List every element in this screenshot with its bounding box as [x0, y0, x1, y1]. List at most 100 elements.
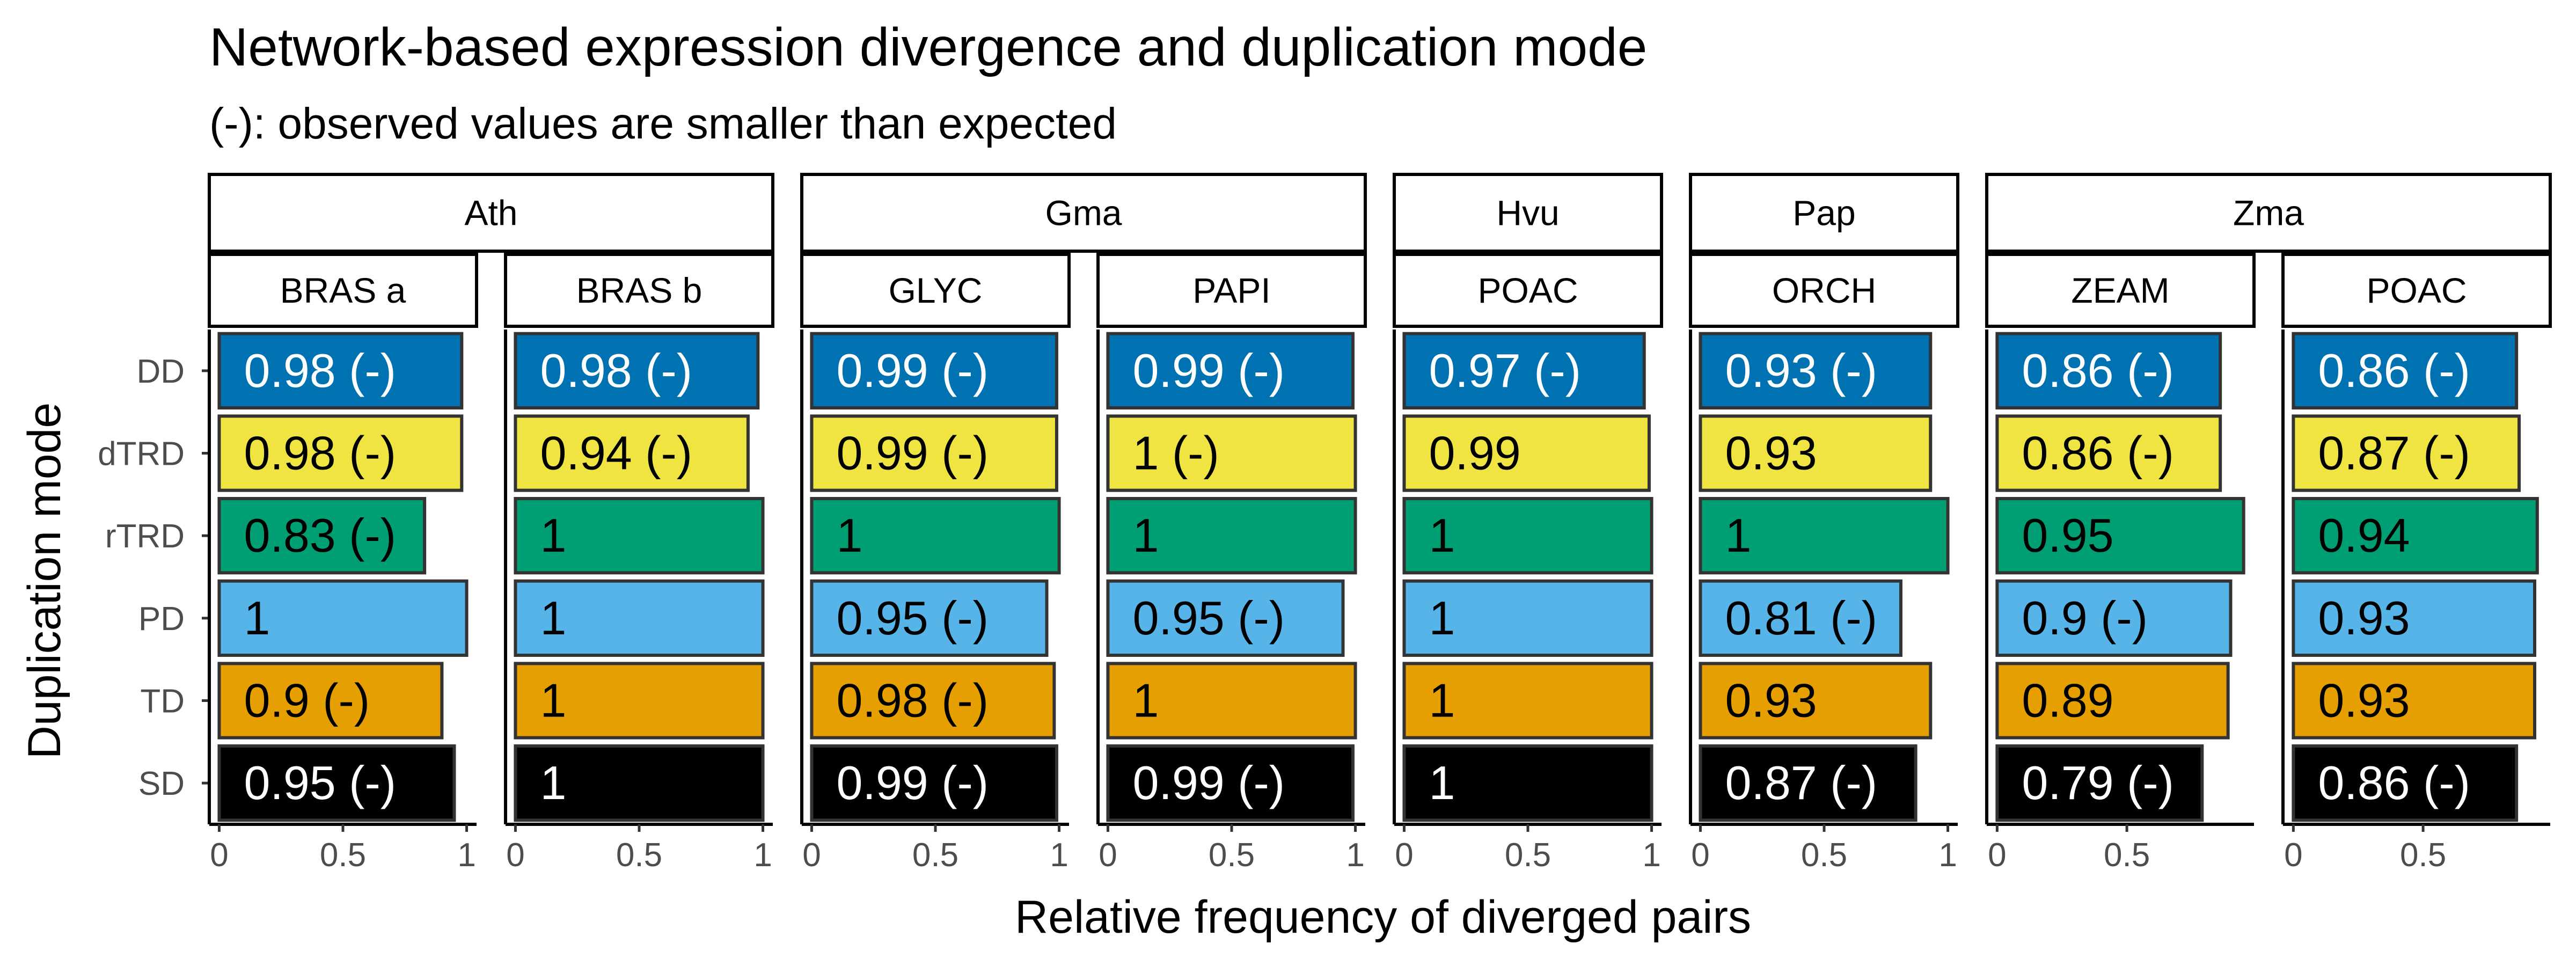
bar	[2292, 332, 2519, 409]
bar-value-label: 0.98 (-)	[836, 674, 989, 727]
species-strip-label: Hvu	[1496, 193, 1559, 233]
species-strip	[800, 173, 1367, 253]
bar-value-label: 0.97 (-)	[1429, 344, 1581, 397]
bar-value-label: 0.93	[1725, 674, 1817, 727]
bar	[810, 662, 1056, 740]
bar	[810, 332, 1058, 409]
bar	[514, 662, 765, 740]
bar-value-label: 1	[540, 756, 566, 809]
bar-value-label: 1	[540, 509, 566, 562]
x-tick-label: 1	[1050, 837, 1068, 874]
x-tick-label: 0.5	[2104, 837, 2150, 874]
bar	[217, 579, 469, 657]
bar	[810, 744, 1058, 822]
bar	[1106, 332, 1355, 409]
bar-value-label: 0.87 (-)	[1725, 756, 1877, 809]
x-tick-label: 0	[2284, 837, 2302, 874]
bar-value-label: 1	[1429, 756, 1455, 809]
bar	[1106, 744, 1355, 822]
bar-value-label: 0.79 (-)	[2022, 756, 2174, 809]
bar-value-label: 1	[540, 674, 566, 727]
bar	[1402, 332, 1646, 409]
x-tick-label: 1	[1346, 837, 1364, 874]
y-tick-label: rTRD	[105, 518, 185, 555]
bar	[1995, 497, 2245, 575]
bar	[2292, 414, 2521, 492]
bar-value-label: 1	[540, 591, 566, 645]
bar	[2292, 662, 2536, 740]
bar	[514, 497, 765, 575]
bar	[2292, 579, 2536, 657]
group-strip-label: GLYC	[889, 270, 983, 310]
bar-value-label: 0.93	[2318, 591, 2410, 645]
x-axis-title: Relative frequency of diverged pairs	[1015, 891, 1751, 943]
bar-value-label: 0.94	[2318, 509, 2410, 562]
group-strip	[1393, 253, 1663, 328]
bar-value-label: 0.87 (-)	[2318, 427, 2470, 480]
y-tick-label: dTRD	[98, 436, 185, 473]
bar	[1995, 332, 2222, 409]
x-tick-label: 0.5	[912, 837, 958, 874]
x-tick-label: 0.5	[2400, 837, 2446, 874]
bar	[217, 414, 464, 492]
x-tick-label: 1	[753, 837, 772, 874]
bar-value-label: 0.93	[1725, 427, 1817, 480]
bar-value-label: 0.86 (-)	[2022, 344, 2174, 397]
bar-value-label: 0.95 (-)	[244, 756, 396, 809]
x-tick-label: 0.5	[1209, 837, 1255, 874]
species-strip-label: Pap	[1792, 193, 1855, 233]
bar-value-label: 1	[1429, 674, 1455, 727]
bar	[1106, 579, 1345, 657]
species-strip	[1393, 173, 1663, 253]
bar	[217, 744, 456, 822]
chart-title: Network-based expression divergence and …	[209, 17, 1647, 77]
bar	[1106, 414, 1357, 492]
bar	[1995, 662, 2230, 740]
bar-value-label: 1	[1132, 509, 1159, 562]
bar-value-label: 0.99 (-)	[1132, 344, 1285, 397]
y-tick-label: TD	[140, 683, 185, 720]
bar-value-label: 0.86 (-)	[2318, 344, 2470, 397]
bar-value-label: 0.99	[1429, 427, 1520, 480]
species-strip-label: Gma	[1045, 193, 1122, 233]
chart-subtitle: (-): observed values are smaller than ex…	[209, 99, 1117, 148]
bar-value-label: 1	[836, 509, 862, 562]
y-axis-title: Duplication mode	[19, 402, 70, 759]
x-tick-label: 0	[506, 837, 524, 874]
bar-value-label: 0.95 (-)	[836, 591, 989, 645]
bar	[810, 579, 1049, 657]
plot-area: DD dTRD rTRD PD TD SD Ath Gma Hvu Pap Zma BRAS a 0.9…	[98, 173, 2552, 874]
bar	[810, 497, 1061, 575]
group-strip-label: POAC	[1477, 270, 1578, 310]
bar-value-label: 0.93 (-)	[1725, 344, 1877, 397]
bar-value-label: 0.99 (-)	[836, 427, 989, 480]
bar-value-label: 0.86 (-)	[2318, 756, 2470, 809]
bar	[810, 414, 1058, 492]
bar-value-label: 1	[1132, 674, 1159, 727]
bar-value-label: 0.9 (-)	[244, 674, 370, 727]
x-tick-label: 0.5	[1505, 837, 1551, 874]
x-tick-label: 0	[1395, 837, 1413, 874]
bar	[1106, 497, 1357, 575]
group-strip	[2281, 253, 2552, 328]
bar	[1106, 662, 1357, 740]
bar	[2292, 744, 2519, 822]
bar-value-label: 0.94 (-)	[540, 427, 692, 480]
bar	[1995, 744, 2204, 822]
bar-value-label: 1	[1429, 509, 1455, 562]
bar	[1699, 497, 1950, 575]
bar	[1699, 579, 1902, 657]
bar	[1995, 579, 2233, 657]
bar	[1402, 579, 1653, 657]
bar	[514, 332, 760, 409]
bar-value-label: 0.81 (-)	[1725, 591, 1877, 645]
x-tick-label: 1	[1938, 837, 1957, 874]
species-strip	[1985, 173, 2552, 253]
bar-value-label: 0.89	[2022, 674, 2113, 727]
bar-value-label: 0.98 (-)	[244, 344, 396, 397]
bar-value-label: 0.99 (-)	[836, 344, 989, 397]
bar	[1699, 662, 1933, 740]
species-strip-label: Zma	[2233, 193, 2304, 233]
x-tick-label: 0	[1988, 837, 2006, 874]
